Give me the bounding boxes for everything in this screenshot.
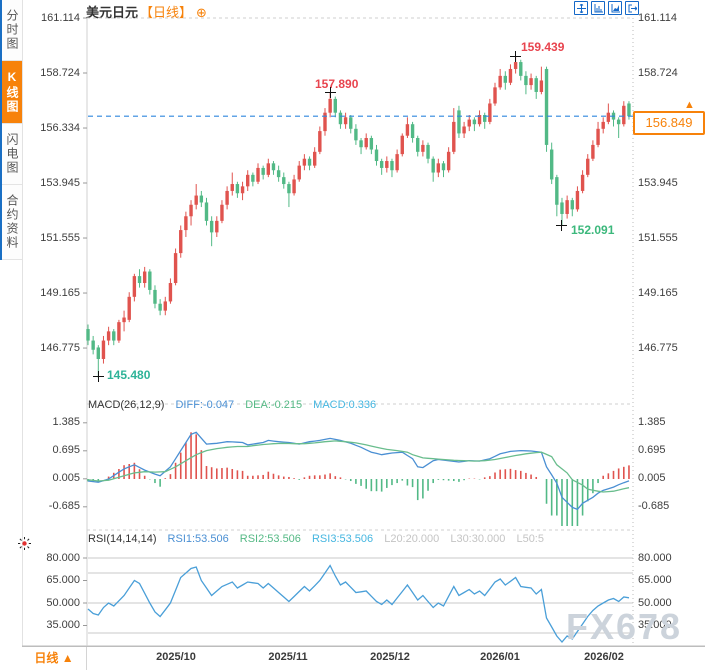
time-label: 2025/10 — [156, 651, 196, 663]
current-price-box: 156.849 — [633, 111, 705, 135]
chart-toolbar — [574, 1, 639, 15]
left-axis-label: 80.000 — [46, 551, 80, 564]
left-axis-label: 153.945 — [40, 176, 80, 189]
tab-lightning-chart[interactable]: 闪电图 — [2, 124, 22, 185]
right-axis-label: 146.775 — [638, 341, 678, 354]
time-label: 2025/11 — [268, 651, 308, 663]
low-152-cross-marker — [556, 220, 567, 231]
low-145-cross-marker — [93, 371, 104, 382]
rsi2-value: RSI2:53.506 — [239, 533, 301, 545]
price-up-arrow-icon: ▲ — [684, 99, 695, 111]
right-axis-label: 50.000 — [638, 596, 672, 609]
left-axis-label: 156.334 — [40, 121, 80, 134]
rsi-l20-value: L20:20.000 — [384, 533, 440, 545]
left-axis-label: 0.695 — [52, 444, 80, 457]
right-axis-label: 80.000 — [638, 551, 672, 564]
left-axis-label: 0.005 — [52, 472, 80, 485]
right-axis-label: 153.945 — [638, 176, 678, 189]
rsi-header: RSI(14,14,14) RSI1:53.506 RSI2:53.506 RS… — [88, 533, 544, 545]
right-axis-label: 161.114 — [638, 11, 677, 24]
pan-icon[interactable] — [574, 1, 588, 15]
trend-chart-icon[interactable] — [608, 1, 622, 15]
right-axis-label: 65.000 — [638, 574, 672, 586]
time-axis-bar: 日线 ▲ 2025/10 2025/11 2025/12 2026/01 2026/02 — [22, 646, 705, 670]
right-axis-label: 0.695 — [638, 444, 666, 457]
rsi-l50-value: L50:5 — [516, 533, 544, 545]
high-159-cross-marker — [510, 51, 521, 62]
chart-type-tabs: 分时图 K线图 闪电图 合约资料 — [0, 0, 22, 260]
tab-contract-info[interactable]: 合约资料 — [2, 185, 22, 260]
annotation-low-152: 152.091 — [571, 223, 615, 237]
period-selector[interactable]: 日线 ▲ — [22, 647, 87, 670]
rsi1-value: RSI1:53.506 — [167, 533, 229, 545]
axis-chart-icon[interactable] — [591, 1, 605, 15]
left-axis-label: 158.724 — [40, 66, 80, 79]
right-axis-label: 149.165 — [638, 286, 678, 299]
high-157-cross-marker — [325, 87, 336, 98]
sidebar: 分时图 K线图 闪电图 合约资料 — [0, 0, 23, 670]
rsi-title: RSI(14,14,14) — [88, 533, 157, 545]
right-axis-label: 158.724 — [638, 66, 678, 79]
live-indicator-icon — [18, 537, 31, 550]
macd-diff-value: DIFF:-0.047 — [175, 399, 235, 411]
time-label: 2026/02 — [584, 651, 624, 663]
tab-candle-chart[interactable]: K线图 — [2, 61, 22, 124]
symbol-title: 美元日元 — [86, 5, 139, 20]
rsi-l30-value: L30:30.000 — [450, 533, 506, 545]
exit-icon[interactable] — [625, 1, 639, 15]
left-axis-label: 151.555 — [40, 231, 80, 244]
right-axis-label: -0.685 — [638, 500, 670, 513]
fx678-watermark: FX678 — [566, 606, 683, 647]
annotation-high-157: 157.890 — [315, 77, 359, 91]
left-axis-label: 149.165 — [40, 286, 80, 299]
left-axis-label: 146.775 — [40, 341, 80, 354]
period-tag: 【日线】 — [140, 5, 193, 20]
left-axis-label: 65.000 — [46, 574, 80, 586]
time-label: 2025/12 — [370, 651, 410, 663]
right-axis-label: 1.385 — [638, 416, 666, 429]
annotation-high-159: 159.439 — [521, 40, 565, 54]
macd-macd-value: MACD:0.336 — [313, 399, 377, 411]
right-axis-label: 35.000 — [638, 619, 672, 631]
period-arrow-icon: ▲ — [61, 651, 74, 665]
tab-time-chart[interactable]: 分时图 — [2, 0, 22, 61]
period-label: 日线 — [34, 651, 59, 665]
right-axis-label: 0.005 — [638, 472, 666, 485]
time-label: 2026/01 — [480, 651, 520, 663]
macd-title: MACD(26,12,9) — [88, 399, 165, 411]
macd-dea-value: DEA:-0.215 — [245, 399, 303, 411]
annotation-low-145: 145.480 — [107, 368, 151, 382]
left-axis-label: -0.685 — [48, 500, 80, 513]
add-indicator-icon[interactable]: ⊕ — [196, 5, 207, 20]
left-axis-label: 1.385 — [52, 416, 80, 429]
left-axis-label: 35.000 — [46, 619, 80, 631]
rsi3-value: RSI3:53.506 — [311, 533, 374, 545]
left-axis-label: 161.114 — [41, 11, 80, 24]
left-axis-label: 50.000 — [46, 596, 80, 609]
chart-header: 美元日元 【日线】 ⊕ — [86, 2, 207, 21]
right-axis-label: 151.555 — [638, 231, 678, 244]
macd-header: MACD(26,12,9) DIFF:-0.047 DEA:-0.215 MAC… — [88, 399, 376, 411]
